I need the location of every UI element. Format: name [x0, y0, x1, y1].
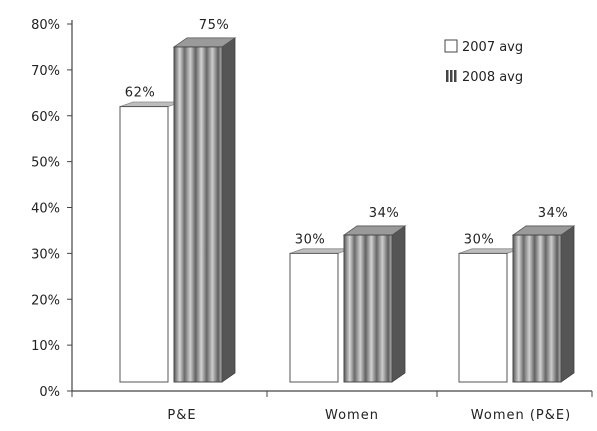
bar-top-face: [458, 248, 521, 254]
bar-side-face: [221, 37, 236, 383]
legend-item-2007: 2007 avg: [444, 39, 523, 55]
y-tick-label: 70%: [31, 64, 60, 79]
bar-side-face: [560, 225, 575, 383]
bar-front-face: [512, 234, 562, 383]
bars: [119, 37, 576, 383]
legend: 2007 avg 2008 avg: [444, 39, 523, 85]
bar-2008: [172, 37, 237, 383]
bar-2007: [289, 248, 352, 383]
legend-label-2008: 2008 avg: [462, 70, 523, 85]
bar-top-face: [289, 248, 352, 254]
y-tick-label: 30%: [31, 247, 60, 262]
bar-side-face: [391, 225, 406, 383]
bar-front-face: [119, 106, 169, 383]
data-label-2008: 34%: [538, 206, 568, 221]
bar-top-face: [119, 101, 182, 107]
data-labels: 62% 75% 30% 34% 30% 34%: [125, 18, 568, 247]
legend-label-2007: 2007 avg: [462, 40, 523, 55]
y-tick-label: 0%: [39, 385, 60, 400]
x-tick-label: Women: [325, 408, 379, 423]
data-label-2007: 30%: [464, 232, 494, 247]
y-tick-label: 20%: [31, 293, 60, 308]
data-label-2008: 34%: [369, 206, 399, 221]
bar-2008: [342, 225, 407, 383]
x-tick-label: P&E: [167, 408, 196, 423]
bar-2008: [511, 225, 576, 383]
x-tick-label: Women (P&E): [471, 408, 571, 423]
y-tick-label: 80%: [31, 18, 60, 33]
bar-front-face: [458, 252, 508, 383]
y-tick-label: 10%: [31, 339, 60, 354]
y-tick-label: 40%: [31, 202, 60, 217]
y-tick-label: 60%: [31, 110, 60, 125]
bar-front-face: [289, 252, 339, 383]
legend-swatch-2007: [444, 39, 458, 53]
bar-2007: [458, 248, 521, 383]
bar-2007: [119, 101, 182, 383]
bar-front-face: [343, 234, 393, 383]
legend-swatch-2008: [446, 70, 457, 82]
y-tick-label: 50%: [31, 156, 60, 171]
axes: 0% 10% 20% 30% 40% 50% 60% 70% 80% P&E Women Women …: [31, 18, 593, 423]
legend-item-2008: 2008 avg: [446, 70, 523, 85]
bar-front-face: [173, 46, 223, 383]
data-label-2007: 62%: [125, 86, 155, 101]
data-label-2007: 30%: [295, 232, 325, 247]
data-label-2008: 75%: [199, 18, 229, 33]
